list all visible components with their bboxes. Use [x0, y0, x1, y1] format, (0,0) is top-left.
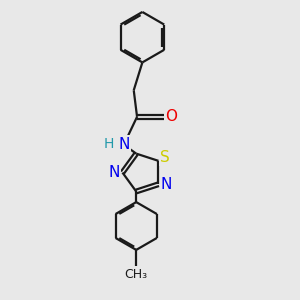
Text: S: S — [160, 150, 170, 165]
Text: N: N — [119, 136, 130, 152]
Text: O: O — [166, 109, 178, 124]
Text: CH₃: CH₃ — [125, 268, 148, 281]
Text: N: N — [161, 177, 172, 192]
Text: H: H — [104, 137, 114, 151]
Text: N: N — [109, 165, 120, 180]
